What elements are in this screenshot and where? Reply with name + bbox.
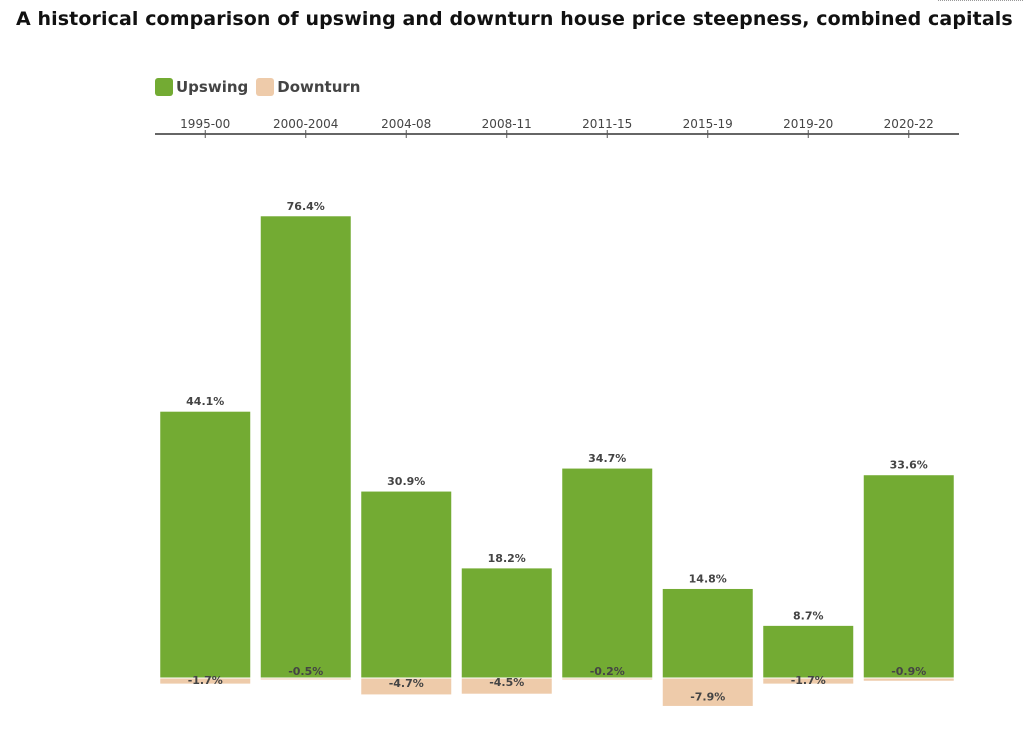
chart-title: A historical comparison of upswing and d… [16,8,1013,30]
data-label-upswing: 8.7% [793,609,824,622]
bar-upswing[interactable] [460,567,553,679]
legend-label-upswing: Upswing [176,78,249,96]
bar-upswing[interactable] [561,467,654,679]
legend-item-upswing[interactable]: Upswing [155,78,248,96]
bar-downturn[interactable] [259,677,352,681]
data-label-upswing: 76.4% [287,200,325,213]
bar-upswing[interactable] [360,490,453,679]
data-label-upswing: 33.6% [890,459,928,472]
legend: Upswing Downturn [155,78,360,96]
legend-item-downturn[interactable]: Downturn [256,78,360,96]
data-label-upswing: 14.8% [689,572,727,585]
bar-downturn[interactable] [159,677,252,685]
bar-downturn[interactable] [762,677,855,685]
legend-swatch-downturn [256,78,275,96]
data-label-downturn: -4.7% [389,677,424,690]
bar-downturn[interactable] [561,677,654,681]
x-tick-label: 2000-2004 [273,117,338,131]
x-tick-label: 2019-20 [783,117,833,131]
data-label-downturn: -0.9% [891,665,926,678]
data-label-upswing: 18.2% [488,552,526,565]
bar-upswing[interactable] [661,587,754,679]
bar-upswing[interactable] [259,215,352,679]
data-label-downturn: -0.5% [288,665,323,678]
bar-downturn[interactable] [360,677,453,696]
data-label-downturn: -1.7% [791,674,826,687]
data-label-downturn: -7.9% [690,690,725,703]
x-tick-label: 2020-22 [884,117,934,131]
data-label-upswing: 44.1% [186,395,224,408]
data-label-downturn: -0.2% [590,665,625,678]
data-label-downturn: -1.7% [188,674,223,687]
x-tick-label: 2004-08 [381,117,431,131]
data-label-downturn: -4.5% [489,676,524,689]
data-label-upswing: 30.9% [387,475,425,488]
bar-downturn[interactable] [862,677,955,682]
bar-upswing[interactable] [862,474,955,679]
legend-label-downturn: Downturn [277,78,361,96]
x-tick-label: 2008-11 [482,117,532,131]
bar-upswing[interactable] [159,410,252,679]
bar-upswing[interactable] [762,624,855,679]
bar-downturn[interactable] [661,677,754,707]
x-tick-label: 1995-00 [180,117,230,131]
data-label-upswing: 34.7% [588,452,626,465]
bar-downturn[interactable] [460,677,553,695]
legend-swatch-upswing [155,78,173,96]
x-tick-label: 2011-15 [582,117,632,131]
x-tick-label: 2015-19 [683,117,733,131]
corner-dotted-border [938,0,1023,2]
